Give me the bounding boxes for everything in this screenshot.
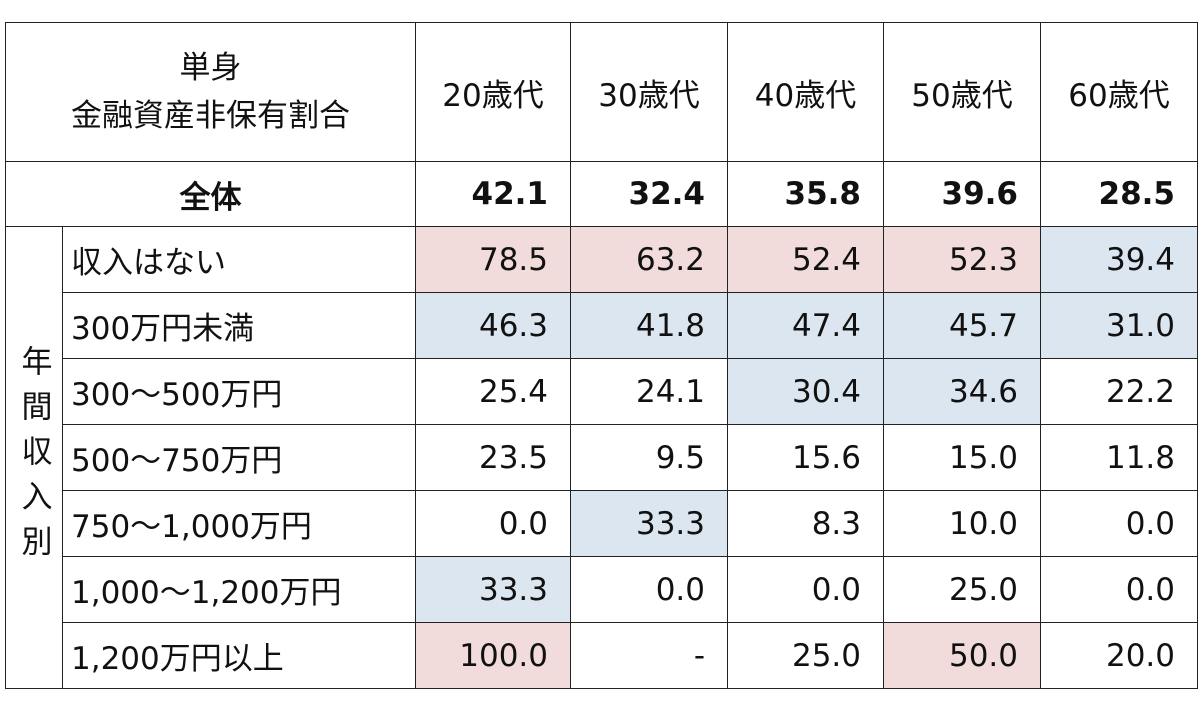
cell-value: 0.0 xyxy=(570,556,728,623)
column-header: 40歳代 xyxy=(727,22,884,162)
overall-value: 32.4 xyxy=(570,161,728,227)
column-header: 60歳代 xyxy=(1040,22,1198,162)
cell-value: 50.0 xyxy=(883,622,1041,689)
cell-value: 0.0 xyxy=(415,490,571,557)
overall-value: 28.5 xyxy=(1040,161,1198,227)
column-header: 50歳代 xyxy=(883,22,1041,162)
overall-row: 全体 42.1 32.4 35.8 39.6 28.5 xyxy=(5,161,1198,227)
cell-value: 0.0 xyxy=(1040,490,1198,557)
row-label: 300〜500万円 xyxy=(62,358,416,425)
data-row: 年間収入別 収入はない 78.5 63.2 52.4 52.3 39.4 xyxy=(5,226,1198,689)
data-row: 1,000〜1,200万円 33.3 0.0 0.0 25.0 0.0 xyxy=(6,556,1198,623)
cell-value: 52.4 xyxy=(727,226,884,293)
row-label: 750〜1,000万円 xyxy=(62,490,416,557)
cell-value: 63.2 xyxy=(570,226,728,293)
row-label: 500〜750万円 xyxy=(62,424,416,491)
cell-value: 11.8 xyxy=(1040,424,1198,491)
data-row: 750〜1,000万円 0.0 33.3 8.3 10.0 0.0 xyxy=(6,490,1198,557)
cell-value: 15.6 xyxy=(727,424,884,491)
cell-value: 23.5 xyxy=(415,424,571,491)
data-row: 1,200万円以上 100.0-25.0 50.0 20.0 xyxy=(6,622,1198,689)
overall-value: 42.1 xyxy=(415,161,571,227)
cell-value: 10.0 xyxy=(883,490,1041,557)
cell-value: 15.0 xyxy=(883,424,1041,491)
cell-value: 24.1 xyxy=(570,358,728,425)
cell-value: 100.0 xyxy=(415,622,571,689)
cell-value: 31.0 xyxy=(1040,292,1198,359)
title-line: 単身 xyxy=(179,50,242,86)
data-row: 500〜750万円 23.5 9.5 15.6 15.0 11.8 xyxy=(6,424,1198,491)
group-label: 年間収入別 xyxy=(5,226,63,689)
data-table: 単身 金融資産非保有割合 20歳代 30歳代 40歳代 50歳代 60歳代 全体 42.1 32.… xyxy=(5,22,1198,689)
cell-value: 0.0 xyxy=(727,556,884,623)
cell-value: 52.3 xyxy=(883,226,1041,293)
overall-label: 全体 xyxy=(5,161,416,227)
data-row: 300万円未満 46.3 41.8 47.4 45.7 31.0 xyxy=(6,292,1198,359)
cell-value: 34.6 xyxy=(883,358,1041,425)
cell-value: 25.0 xyxy=(727,622,884,689)
cell-value: 30.4 xyxy=(727,358,884,425)
cell-value: 8.3 xyxy=(727,490,884,557)
cell-value: 47.4 xyxy=(727,292,884,359)
column-header: 30歳代 xyxy=(570,22,728,162)
cell-value: 22.2 xyxy=(1040,358,1198,425)
cell-value: 33.3 xyxy=(570,490,728,557)
header-row: 単身 金融資産非保有割合 20歳代 30歳代 40歳代 50歳代 60歳代 xyxy=(5,22,1198,162)
row-label: 収入はない xyxy=(62,226,416,293)
cell-value: 45.7 xyxy=(883,292,1041,359)
cell-value: 25.4 xyxy=(415,358,571,425)
row-label: 1,000〜1,200万円 xyxy=(62,556,416,623)
cell-value: 78.5 xyxy=(415,226,571,293)
overall-value: 35.8 xyxy=(727,161,884,227)
column-header: 20歳代 xyxy=(415,22,571,162)
cell-value: 39.4 xyxy=(1040,226,1198,293)
table-wrap: 単身 金融資産非保有割合 20歳代 30歳代 40歳代 50歳代 60歳代 全体 42.1 32.… xyxy=(5,22,1198,689)
row-label: 300万円未満 xyxy=(62,292,416,359)
cell-value: 0.0 xyxy=(1040,556,1198,623)
cell-value: 41.8 xyxy=(570,292,728,359)
header-title: 単身金融資産非保有割合 xyxy=(5,22,416,162)
title-line: 金融資産非保有割合 xyxy=(71,98,350,134)
row-label: 1,200万円以上 xyxy=(62,622,416,689)
cell-value: 25.0 xyxy=(883,556,1041,623)
cell-value: - xyxy=(570,622,728,689)
overall-value: 39.6 xyxy=(883,161,1041,227)
data-row: 300〜500万円 25.4 24.1 30.4 34.6 22.2 xyxy=(6,358,1198,425)
cell-value: 9.5 xyxy=(570,424,728,491)
cell-value: 33.3 xyxy=(415,556,571,623)
cell-value: 46.3 xyxy=(415,292,571,359)
cell-value: 20.0 xyxy=(1040,622,1198,689)
